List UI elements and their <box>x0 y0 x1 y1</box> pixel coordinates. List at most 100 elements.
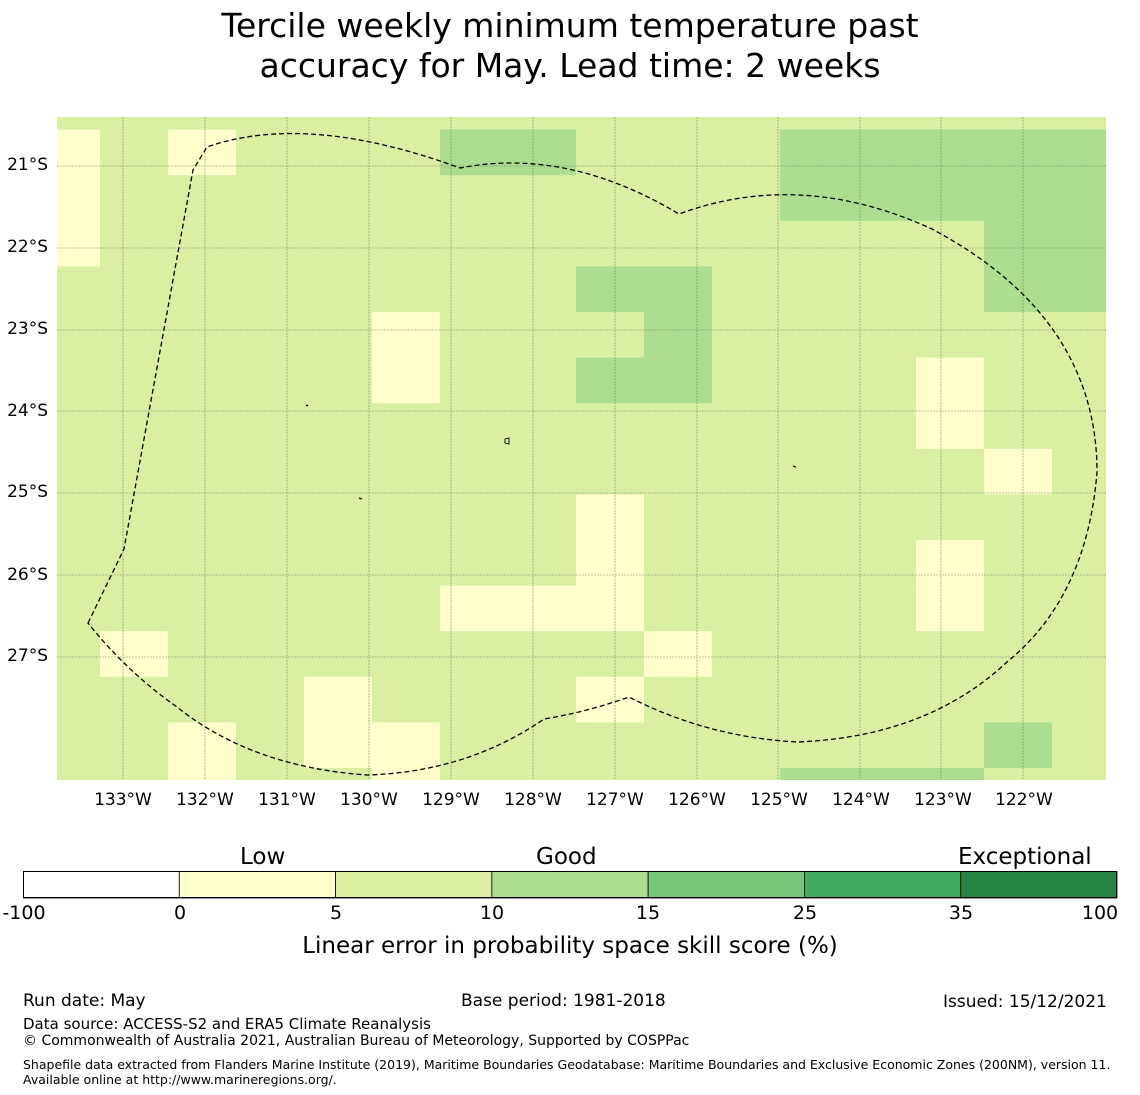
grid-cell-low <box>372 312 440 358</box>
grid-cell-low <box>304 722 372 768</box>
grid-cell-good <box>508 129 576 176</box>
grid-cell-low <box>440 585 508 632</box>
grid-cell-low <box>576 585 644 632</box>
map-title: Tercile weekly minimum temperature past … <box>0 6 1140 86</box>
colorbar-tick-25: 25 <box>792 902 818 924</box>
colorbar-tick-15: 15 <box>635 902 661 924</box>
colorbar-segment <box>178 871 336 899</box>
lon-tick-127: 127°W <box>586 790 644 810</box>
colorbar-category-exceptional: Exceptional <box>958 844 1092 870</box>
colorbar-tick-0: 0 <box>173 902 187 924</box>
lon-tick-132: 132°W <box>176 790 234 810</box>
grid-cell-low <box>576 540 644 586</box>
grid-cell-low <box>168 768 236 780</box>
grid-cell-good <box>780 129 848 176</box>
grid-cell-good <box>780 768 848 780</box>
colorbar-title: Linear error in probability space skill … <box>302 933 838 959</box>
map-canvas <box>57 117 1106 780</box>
grid-cell-low <box>576 494 644 540</box>
grid-cell-low <box>57 129 100 176</box>
copyright: © Commonwealth of Australia 2021, Austra… <box>23 1033 690 1049</box>
grid-cell-low <box>916 585 984 632</box>
lon-tick-133: 133°W <box>94 790 152 810</box>
data-source: Data source: ACCESS-S2 and ERA5 Climate … <box>23 1015 431 1033</box>
grid-cell-good <box>984 129 1052 176</box>
grid-cell-good <box>576 357 644 404</box>
grid-cell-low <box>916 540 984 586</box>
grid-cell-good <box>916 175 984 221</box>
lon-tick-122: 122°W <box>995 790 1053 810</box>
colorbar-segments <box>23 871 1118 899</box>
grid-cell-low <box>168 129 236 176</box>
grid-cell-good <box>984 722 1052 768</box>
lat-tick-23: 23°S <box>7 319 48 339</box>
grid-cell-good <box>1052 129 1106 176</box>
colorbar-category-good: Good <box>536 844 597 870</box>
grid-cell-low <box>508 585 576 632</box>
colorbar-outline <box>23 871 1117 898</box>
map-panel <box>57 117 1106 780</box>
grid-cell-low <box>372 722 440 768</box>
island-marker-3 <box>358 497 363 500</box>
lat-tick-25: 25°S <box>7 482 48 502</box>
lat-tick-21: 21°S <box>7 155 48 175</box>
lat-tick-27: 27°S <box>7 646 48 666</box>
grid-cell-low <box>984 448 1052 495</box>
colorbar-tick-5: 5 <box>329 902 343 924</box>
grid-cell-good <box>916 768 984 780</box>
island-marker-2 <box>305 404 309 407</box>
lat-tick-26: 26°S <box>7 565 48 585</box>
lat-tick-22: 22°S <box>7 237 48 257</box>
eez-boundary <box>87 132 1098 776</box>
grid-cell-low <box>644 631 712 677</box>
lon-tick-131: 131°W <box>258 790 316 810</box>
colorbar-category-low: Low <box>240 844 286 870</box>
grid-cell-low <box>916 357 984 404</box>
colorbar-segment <box>491 871 649 899</box>
grid-cell-low <box>168 722 236 768</box>
graticule-lines <box>57 117 1106 780</box>
lon-tick-126: 126°W <box>668 790 726 810</box>
map-title-line-1: Tercile weekly minimum temperature past <box>221 6 919 45</box>
lon-tick-125: 125°W <box>750 790 808 810</box>
colorbar-tick-10: 10 <box>479 902 505 924</box>
grid-cell-good <box>644 312 712 358</box>
grid-cell-low <box>372 768 440 780</box>
colorbar-tick-35: 35 <box>948 902 974 924</box>
grid-cell-low <box>916 403 984 449</box>
colorbar-segment <box>335 871 493 899</box>
colorbar-segment <box>647 871 805 899</box>
map-title-line-2: accuracy for May. Lead time: 2 weeks <box>259 46 881 85</box>
grid-cell-good <box>644 266 712 312</box>
shapefile-credit: Shapefile data extracted from Flanders M… <box>23 1057 1111 1087</box>
lon-tick-129: 129°W <box>422 790 480 810</box>
colorbar-segment <box>804 871 962 899</box>
grid-cell-good <box>644 357 712 404</box>
grid-cell-low <box>100 631 168 677</box>
grid-cell-low <box>57 175 100 221</box>
issued-date: Issued: 15/12/2021 <box>943 992 1107 1012</box>
grid-cell-good <box>984 220 1052 267</box>
grid-cell-good <box>848 768 916 780</box>
lon-tick-124: 124°W <box>832 790 890 810</box>
grid-cell-good <box>916 129 984 176</box>
grid-cell-good <box>780 175 848 221</box>
grid-cell-good <box>848 129 916 176</box>
grid-cell-low <box>304 676 372 723</box>
grid-cell-good <box>440 129 508 176</box>
grid-cell-good <box>1052 266 1106 312</box>
grid-cell-low <box>576 676 644 723</box>
colorbar-segment <box>960 871 1118 899</box>
grid-cell-good <box>1052 220 1106 267</box>
island-marker-4 <box>792 465 797 468</box>
grid-cell-low <box>57 220 100 267</box>
lon-tick-130: 130°W <box>340 790 398 810</box>
grid-cell-good <box>1052 175 1106 221</box>
base-period: Base period: 1981-2018 <box>461 991 666 1011</box>
grid-cell-low <box>372 357 440 404</box>
colorbar <box>23 871 1118 899</box>
skill-grid-cells <box>57 117 1106 780</box>
grid-cell-good <box>576 266 644 312</box>
grid-cell-good <box>848 175 916 221</box>
run-date: Run date: May <box>23 991 146 1011</box>
